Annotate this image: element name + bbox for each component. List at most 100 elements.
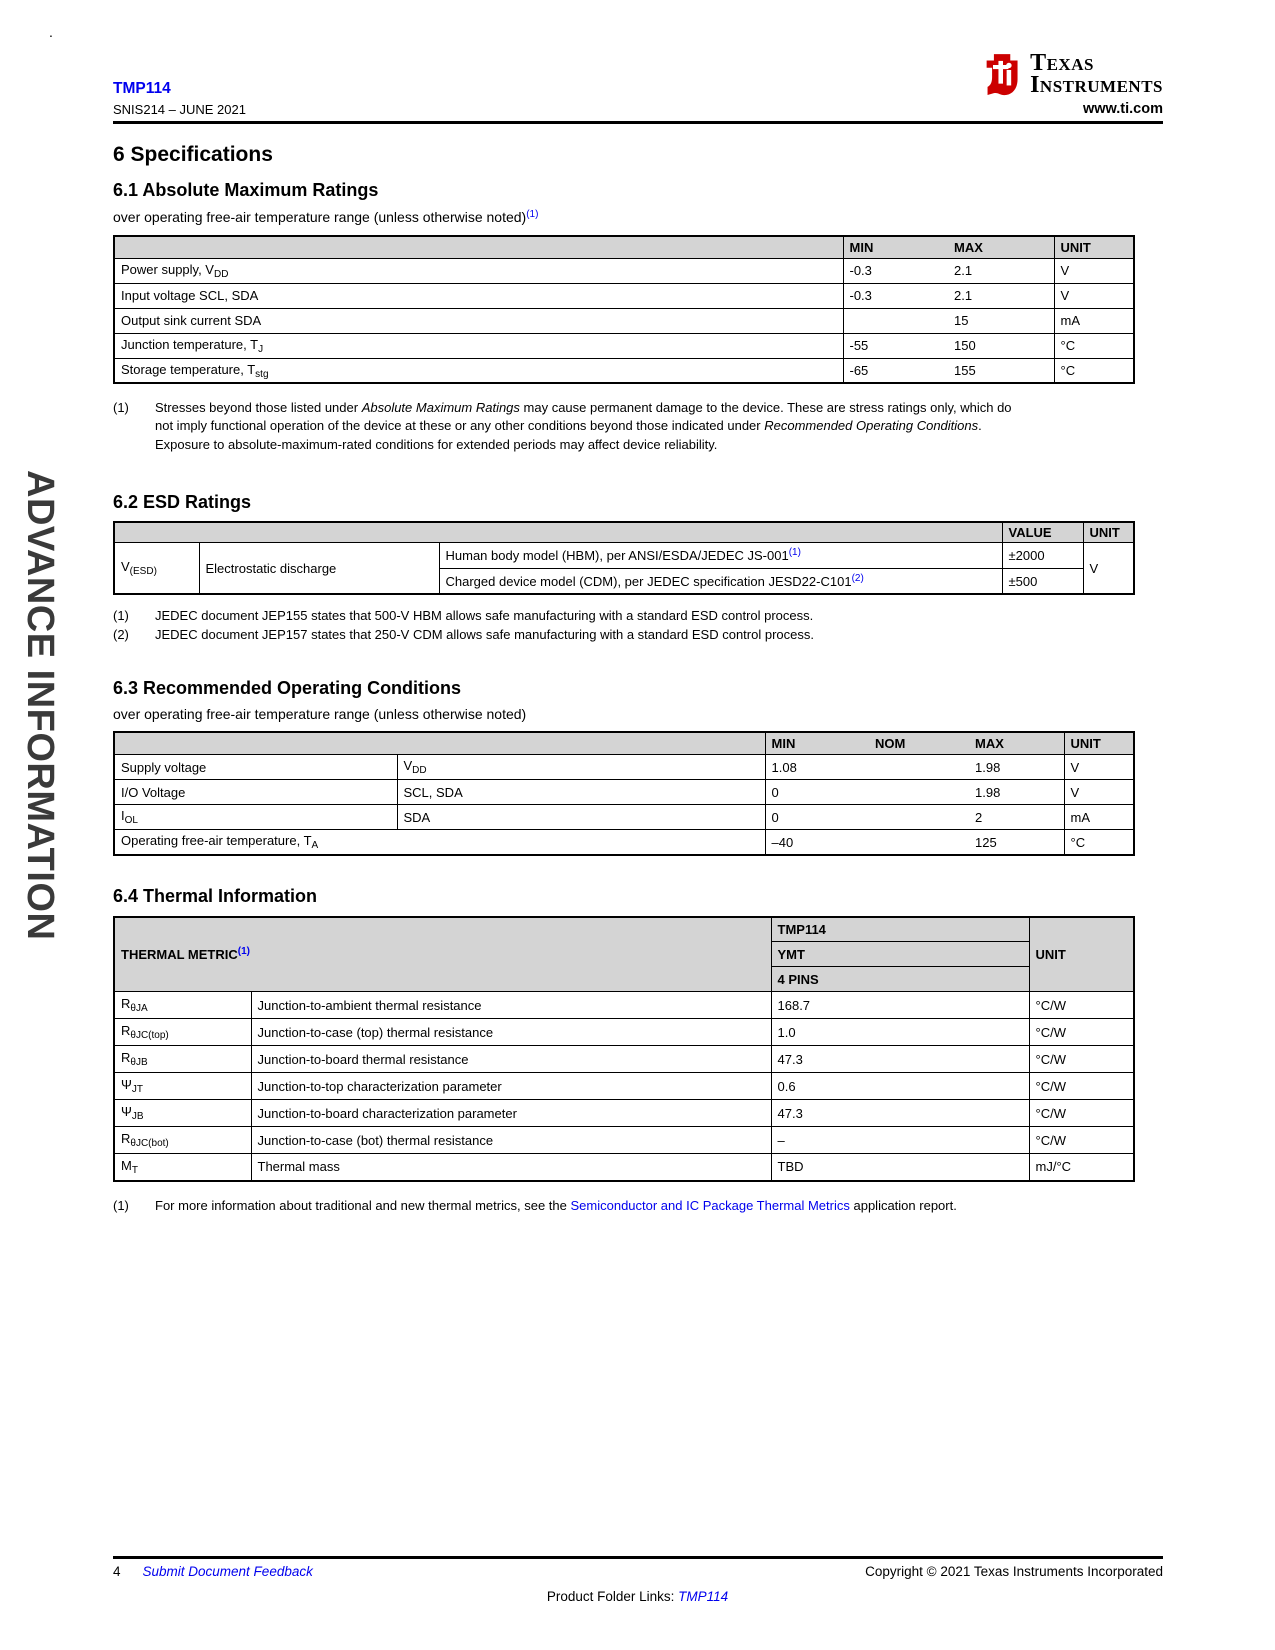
row-label: Power supply, VDD (114, 257, 843, 284)
cell-nom (869, 829, 969, 856)
text-segment: θJC(top) (130, 1030, 169, 1041)
cell-nom (869, 804, 969, 831)
text-segment: Human body model (HBM), per ANSI/ESDA/JE… (445, 548, 789, 564)
cell-min: 0 (764, 779, 869, 806)
row-condition: SDA (396, 804, 765, 831)
row-symbol: RθJC(bot) (114, 1126, 251, 1154)
row-symbol: ΨJB (114, 1099, 251, 1127)
footnote-ref-link[interactable]: (2) (851, 573, 864, 585)
row-label: Operating free-air temperature, TA (114, 829, 765, 856)
cell-unit: V (1063, 754, 1134, 781)
section-6-heading: 6 Specifications (113, 143, 273, 166)
cell-value: – (770, 1126, 1029, 1154)
cell-unit: mA (1063, 804, 1134, 831)
table-row: Supply voltage VDD 1.08 1.98 V (114, 754, 1134, 781)
text-segment: Recommended Operating Conditions (764, 418, 979, 434)
text-segment: Absolute Maximum Ratings (361, 400, 520, 416)
section-6-3-subtitle: over operating free-air temperature rang… (113, 706, 1133, 724)
footnote: (1) JEDEC document JEP155 states that 50… (113, 607, 1018, 625)
logo-line-texas: Texas (1030, 50, 1094, 76)
column-header-min: MIN (842, 235, 948, 259)
ti-logo: Texas Instruments (983, 50, 1163, 98)
table-row: MT Thermal mass TBD mJ/°C (114, 1153, 1134, 1181)
cell-max: 15 (948, 307, 1054, 334)
cell-min (842, 307, 948, 334)
product-folder-link[interactable]: TMP114 (678, 1589, 729, 1604)
text-segment: may cause permanent damage to the device… (155, 400, 1012, 434)
cell-unit: °C (1053, 357, 1134, 384)
row-description: Thermal mass (250, 1153, 771, 1181)
footnote-text: Stresses beyond those listed under Absol… (155, 399, 1018, 454)
footnote-number: (1) (113, 608, 129, 624)
part-number-link[interactable]: TMP114 (113, 80, 171, 97)
cell-unit: °C/W (1028, 1099, 1134, 1127)
table-row: ΨJB Junction-to-board characterization p… (114, 1099, 1134, 1127)
footnote-text: JEDEC document JEP157 states that 250-V … (155, 626, 1018, 644)
section-6-2-heading: 6.2 ESD Ratings (113, 491, 252, 512)
table-row: RθJA Junction-to-ambient thermal resista… (114, 991, 1134, 1019)
cell-unit: °C (1063, 829, 1134, 856)
cell-min: 0 (764, 804, 869, 831)
text-segment: SDA (403, 809, 431, 825)
cell-model: Charged device model (CDM), per JEDEC sp… (438, 567, 1002, 595)
text-segment: application report. (849, 1197, 957, 1213)
column-header-blank (114, 521, 1002, 543)
text-segment: R (121, 1131, 131, 1146)
cell-min: –40 (764, 829, 869, 856)
text-segment: JT (131, 1084, 143, 1095)
footnote-ref-link[interactable]: (1) (788, 547, 801, 559)
cell-max: 2.1 (948, 257, 1054, 284)
product-folder-line: Product Folder Links: TMP114 (0, 1589, 1275, 1604)
ti-bug-icon (986, 54, 1018, 96)
section-6-3-heading: 6.3 Recommended Operating Conditions (113, 677, 462, 698)
text-segment: OL (124, 815, 138, 827)
header-rule (113, 121, 1163, 124)
table-header-row: THERMAL METRIC(1) TMP114 UNIT (114, 916, 1134, 992)
row-label: Storage temperature, Tstg (114, 357, 843, 384)
submit-feedback-link[interactable]: Submit Document Feedback (142, 1564, 313, 1579)
inline-link[interactable]: Semiconductor and IC Package Thermal Met… (570, 1197, 850, 1213)
text-segment: A (311, 840, 319, 852)
page-content: 6 Specifications 6.1 Absolute Maximum Ra… (113, 126, 1135, 1215)
footnote: (2) JEDEC document JEP157 states that 25… (113, 626, 1018, 644)
recommended-operating-conditions-table: MIN NOM MAX UNIT Supply voltage VDD 1.08… (113, 730, 1135, 856)
cell-value: TBD (770, 1153, 1029, 1181)
cell-max: 155 (948, 357, 1054, 384)
footnote-ref-link[interactable]: (1) (237, 946, 250, 958)
row-symbol: RθJC(top) (114, 1018, 251, 1046)
cell-unit: mJ/°C (1028, 1153, 1134, 1181)
document-number: SNIS214 – JUNE 2021 (113, 102, 246, 117)
table-row: Output sink current SDA 15 mA (114, 307, 1134, 334)
cell-max: 150 (948, 332, 1054, 359)
text-segment: For more information about traditional a… (155, 1197, 571, 1213)
table-row: Power supply, VDD -0.3 2.1 V (114, 257, 1134, 284)
row-description: Junction-to-case (top) thermal resistanc… (250, 1018, 771, 1046)
ti-website-link[interactable]: www.ti.com (1082, 101, 1163, 117)
footnotes: (1) Stresses beyond those listed under A… (113, 399, 1018, 454)
cell-value: 47.3 (770, 1045, 1029, 1073)
text-segment: J (258, 343, 264, 355)
table-row: RθJC(bot) Junction-to-case (bot) thermal… (114, 1126, 1134, 1154)
text-segment: JEDEC document JEP157 states that 250-V … (155, 626, 814, 642)
column-header-device: TMP114 (770, 916, 1029, 942)
text-segment: R (121, 996, 131, 1011)
text-segment: Ψ (121, 1104, 132, 1119)
section-6-1-subtitle: over operating free-air temperature rang… (113, 209, 1133, 227)
cell-min: 1.08 (764, 754, 869, 781)
table-row: ΨJT Junction-to-top characterization par… (114, 1072, 1134, 1100)
text-segment: Storage temperature, T (121, 361, 256, 377)
cell-unit: °C (1053, 332, 1134, 359)
footnote-ref-link[interactable]: (1) (526, 208, 539, 220)
table-row: I/O Voltage SCL, SDA 0 1.98 V (114, 779, 1134, 806)
advance-information-watermark: ADVANCE INFORMATION (19, 470, 61, 941)
column-header-nom: NOM (869, 731, 969, 756)
cell-max: 125 (969, 829, 1064, 856)
footnote-number: (1) (113, 400, 129, 416)
section-6-1-heading: 6.1 Absolute Maximum Ratings (113, 180, 379, 201)
table-row: V(ESD) Electrostatic discharge Human bod… (114, 541, 1134, 595)
cell-max: 2 (969, 804, 1064, 831)
footnote-text: For more information about traditional a… (155, 1197, 1018, 1215)
footnote-number: (1) (113, 1197, 129, 1213)
cell-value: 1.0 (770, 1018, 1029, 1046)
text-segment: M (121, 1157, 132, 1173)
